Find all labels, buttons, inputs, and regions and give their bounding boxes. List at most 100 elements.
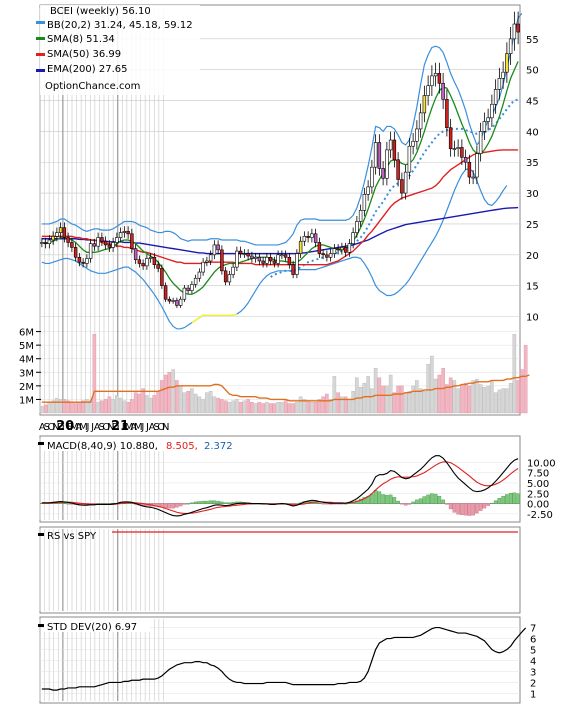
price-tick-label: 35	[526, 158, 539, 169]
candle-body	[62, 227, 67, 238]
macd-histogram-bar	[415, 499, 419, 504]
candle-body	[358, 210, 363, 222]
rs-label-swatch	[38, 533, 44, 536]
x-tick-label: N	[162, 422, 169, 433]
candle-body	[85, 258, 89, 264]
macd-histogram-bar	[437, 495, 442, 504]
legend-box	[40, 5, 200, 95]
volume-bar	[381, 385, 385, 414]
volume-bar	[437, 374, 442, 414]
volume-tick-label: 3M	[19, 368, 34, 379]
candle-body	[306, 235, 310, 238]
macd-histogram-bar	[325, 503, 329, 505]
volume-bar	[276, 401, 280, 414]
candle-body	[66, 237, 70, 243]
macd-histogram-bar	[460, 503, 464, 515]
volume-bar	[62, 399, 67, 414]
candle-body	[250, 255, 254, 259]
macd-histogram-bar	[516, 493, 520, 504]
volume-bar	[463, 382, 468, 414]
candle-body	[407, 145, 412, 173]
candle-body	[122, 231, 127, 233]
candle-body	[516, 23, 520, 33]
candle-body	[295, 253, 299, 275]
x-tick-label: S	[99, 422, 105, 433]
watermark: OptionChance.com	[45, 81, 140, 92]
candle-body	[96, 237, 100, 247]
volume-bar	[407, 391, 412, 414]
volume-bar	[516, 380, 520, 414]
price-tick-label: 30	[526, 189, 539, 200]
candle-body	[201, 261, 205, 273]
candle-body	[328, 253, 333, 258]
volume-bar	[426, 363, 430, 414]
volume-tick-label: 4M	[19, 355, 34, 366]
volume-bar	[197, 396, 202, 414]
x-tick-label: M	[70, 422, 79, 433]
volume-bar	[370, 388, 374, 414]
volume-bar	[351, 391, 355, 414]
candle-body	[377, 142, 382, 169]
volume-bar	[460, 385, 464, 414]
candle-body	[366, 186, 370, 195]
volume-bar	[512, 334, 517, 414]
volume-bar	[302, 399, 307, 414]
x-tick-label: M	[134, 422, 143, 433]
x-tick-label: S	[44, 422, 50, 433]
candle-body	[148, 256, 153, 259]
ema200-line	[41, 206, 519, 255]
std-panel-frame	[39, 616, 521, 704]
volume-bar	[340, 396, 344, 414]
candle-body	[55, 232, 59, 237]
price-tick-label: 10	[526, 312, 539, 323]
candle-body	[355, 221, 359, 233]
candle-body	[47, 239, 52, 244]
candle-body	[152, 256, 157, 265]
volume-bar	[156, 391, 160, 414]
volume-bar	[223, 400, 228, 414]
macd-histogram-bar	[493, 500, 498, 504]
candle-body	[396, 159, 400, 180]
macd-histogram-bar	[223, 502, 228, 504]
candle-body	[208, 254, 213, 262]
volume-bar	[403, 392, 408, 414]
macd-label-swatch	[38, 442, 44, 445]
x-tick-label: M	[125, 422, 134, 433]
volume-bar	[317, 399, 322, 414]
macd-histogram-bar	[227, 502, 232, 504]
candle-body	[58, 227, 63, 233]
volume-bar	[186, 391, 190, 414]
volume-bar	[501, 388, 505, 414]
volume-bar	[336, 392, 340, 414]
volume-bar	[445, 384, 449, 414]
std-label-swatch	[38, 624, 44, 627]
macd-histogram-bar	[231, 502, 235, 504]
volume-bar	[118, 397, 123, 414]
macd-histogram-bar	[471, 503, 475, 516]
volume-bar	[366, 376, 370, 414]
volume-bar	[456, 388, 460, 414]
candle-body	[107, 244, 112, 248]
candle-body	[216, 244, 220, 251]
macd-histogram-bar	[445, 503, 449, 505]
volume-bar	[385, 385, 389, 414]
volume-bar	[418, 388, 423, 414]
candle-body	[508, 38, 513, 54]
candle-body	[463, 157, 468, 163]
volume-bar	[216, 397, 220, 414]
macd-histogram-bar	[197, 501, 202, 504]
macd-histogram-bar	[512, 492, 517, 504]
x-tick-label: M	[79, 422, 88, 433]
candle-body	[167, 298, 172, 302]
volume-bar	[388, 374, 393, 414]
candle-body	[231, 266, 235, 275]
volume-bar	[310, 401, 314, 414]
volume-bar	[137, 393, 142, 414]
volume-plot	[40, 334, 530, 414]
macd-histogram-bar	[66, 503, 70, 505]
macd-histogram-bar	[501, 495, 505, 504]
volume-bar	[175, 380, 179, 414]
legend-swatch-bb	[36, 21, 45, 24]
candle-body	[111, 242, 115, 248]
volume-bar	[520, 369, 524, 414]
